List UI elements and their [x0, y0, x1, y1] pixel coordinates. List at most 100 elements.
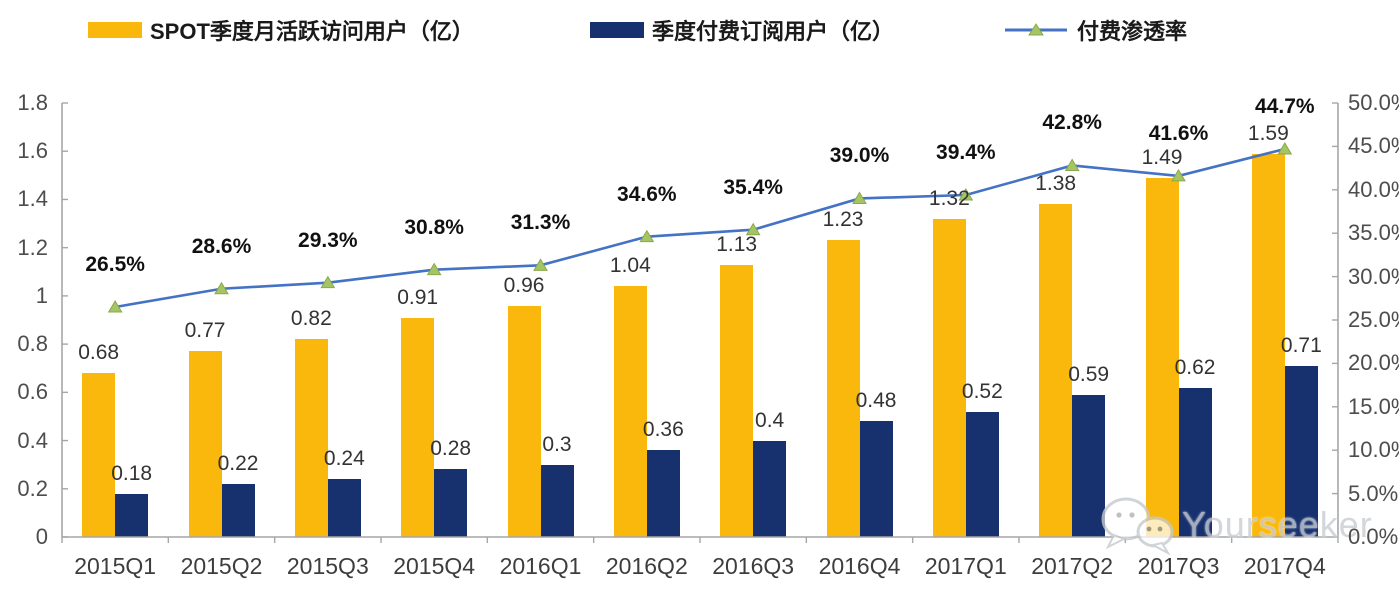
bar-value-label-mau: 1.23: [822, 208, 864, 232]
bar-value-label-mau: 0.96: [503, 273, 545, 297]
marker-triangle: [320, 275, 336, 289]
marker-triangle: [745, 222, 761, 236]
bar-mau: [401, 317, 435, 537]
y-axis-right-tick-label: 15.0%: [1348, 393, 1399, 419]
legend-item-subscribers: 季度付费订阅用户（亿）: [590, 16, 894, 44]
subscribers-swatch-icon: [590, 22, 644, 38]
x-axis-label: 2017Q2: [1031, 553, 1114, 579]
x-axis-label: 2015Q2: [180, 553, 263, 579]
watermark: Yourseeker: [1098, 494, 1373, 556]
bar-value-label-subs: 0.48: [855, 389, 897, 413]
bar-mau: [294, 339, 328, 537]
y-axis-right-tick-label: 25.0%: [1348, 307, 1399, 332]
y-axis-left-tick-label: 1.8: [17, 90, 48, 115]
marker-triangle: [107, 299, 123, 313]
marker-triangle: [1171, 168, 1186, 182]
y-axis-left-tick-label: 0.4: [17, 427, 48, 453]
bar-value-label-subs: 0.28: [430, 437, 472, 461]
penetration-label: 26.5%: [85, 252, 145, 276]
penetration-label: 28.6%: [191, 234, 252, 258]
bar-mau: [188, 351, 222, 537]
x-axis-label: 2016Q3: [712, 553, 795, 579]
bar-mau: [932, 218, 966, 537]
bar-value-label-mau: 1.59: [1247, 121, 1289, 145]
line-with-triangle-icon: [1005, 23, 1067, 36]
bar-mau: [613, 286, 647, 537]
legend-item-penetration: 付费渗透率: [1005, 16, 1187, 44]
bar-mau: [507, 305, 541, 537]
x-axis-label: 2015Q3: [286, 553, 369, 579]
x-axis-label: 2015Q4: [393, 553, 476, 579]
bar-subs: [1072, 394, 1106, 537]
y-axis-right-tick-label: 0.0%: [1348, 524, 1399, 549]
bar-value-label-subs: 0.3: [542, 432, 572, 456]
y-axis-right-tick-label: 40.0%: [1348, 176, 1399, 202]
marker-triangle: [958, 188, 974, 201]
legend-item-mau: SPOT季度月活跃访问用户（亿）: [88, 16, 474, 44]
wechat-icon: [1101, 497, 1174, 556]
y-axis-left-tick-label: 0.6: [17, 379, 48, 405]
y-axis-left-tick-label: 1.4: [17, 186, 48, 212]
bar-subs: [434, 469, 468, 537]
bar-value-label-mau: 0.91: [397, 285, 439, 309]
bar-mau: [1039, 204, 1073, 537]
legend-label-mau: SPOT季度月活跃访问用户（亿）: [150, 19, 474, 44]
bar-subs: [1284, 365, 1318, 537]
y-axis-right-tick-label: 5.0%: [1348, 480, 1399, 506]
y-axis-left-tick-label: 0.2: [17, 475, 48, 501]
bar-mau: [82, 373, 116, 537]
marker-triangle: [533, 258, 548, 271]
penetration-label: 44.7%: [1255, 95, 1315, 118]
bar-value-label-subs: 0.24: [323, 447, 365, 471]
bar-subs: [859, 421, 893, 537]
bar-subs: [115, 493, 149, 537]
marker-triangle: [1277, 142, 1293, 155]
y-axis-left-tick-label: 0: [35, 524, 48, 549]
watermark-text: Yourseeker: [1182, 504, 1373, 545]
bar-value-label-mau: 1.04: [609, 254, 651, 278]
bar-value-label-mau: 1.32: [928, 186, 970, 210]
bar-subs: [540, 464, 574, 537]
penetration-label: 30.8%: [404, 215, 464, 239]
y-axis-right-tick-label: 30.0%: [1348, 263, 1399, 289]
x-axis-label: 2016Q1: [499, 553, 582, 579]
x-axis-label: 2016Q2: [605, 553, 688, 579]
bar-value-label-subs: 0.62: [1174, 355, 1216, 379]
marker-triangle: [426, 262, 442, 276]
x-axis-label: 2017Q3: [1137, 553, 1220, 579]
y-axis-left-tick-label: 1: [35, 282, 48, 308]
penetration-label: 39.4%: [936, 141, 996, 164]
penetration-label: 39.0%: [829, 144, 890, 168]
legend-label-subscribers: 季度付费订阅用户（亿）: [652, 19, 895, 44]
bar-value-label-subs: 0.18: [111, 461, 153, 485]
marker-triangle: [852, 191, 867, 204]
x-axis-label: 2015Q1: [74, 553, 157, 579]
mau-swatch-icon: [88, 22, 142, 38]
bar-value-label-subs: 0.36: [642, 418, 684, 442]
y-axis-right-tick-label: 10.0%: [1348, 437, 1399, 463]
bar-mau: [826, 240, 860, 537]
bar-mau: [1145, 177, 1179, 537]
penetration-label: 31.3%: [510, 211, 571, 235]
bar-subs: [1178, 387, 1212, 537]
y-axis-right-tick-label: 45.0%: [1348, 133, 1399, 159]
bar-value-label-subs: 0.4: [755, 408, 785, 432]
bar-value-label-subs: 0.71: [1280, 333, 1322, 357]
legend-label-penetration: 付费渗透率: [1077, 19, 1188, 44]
y-axis-left-tick-label: 1.2: [17, 234, 48, 260]
marker-triangle: [1064, 158, 1080, 171]
bar-value-label-mau: 0.68: [78, 341, 120, 365]
bar-value-label-mau: 0.77: [184, 319, 226, 343]
bar-mau: [1251, 153, 1285, 537]
x-axis-label: 2017Q4: [1243, 553, 1326, 579]
bar-subs: [221, 483, 255, 537]
y-axis-left-tick-label: 1.6: [17, 138, 48, 164]
penetration-label: 29.3%: [298, 228, 358, 252]
bar-value-label-mau: 0.82: [290, 307, 332, 331]
x-axis-label: 2016Q4: [818, 553, 901, 579]
legend: SPOT季度月活跃访问用户（亿） 季度付费订阅用户（亿） 付费渗透率: [0, 16, 1399, 56]
